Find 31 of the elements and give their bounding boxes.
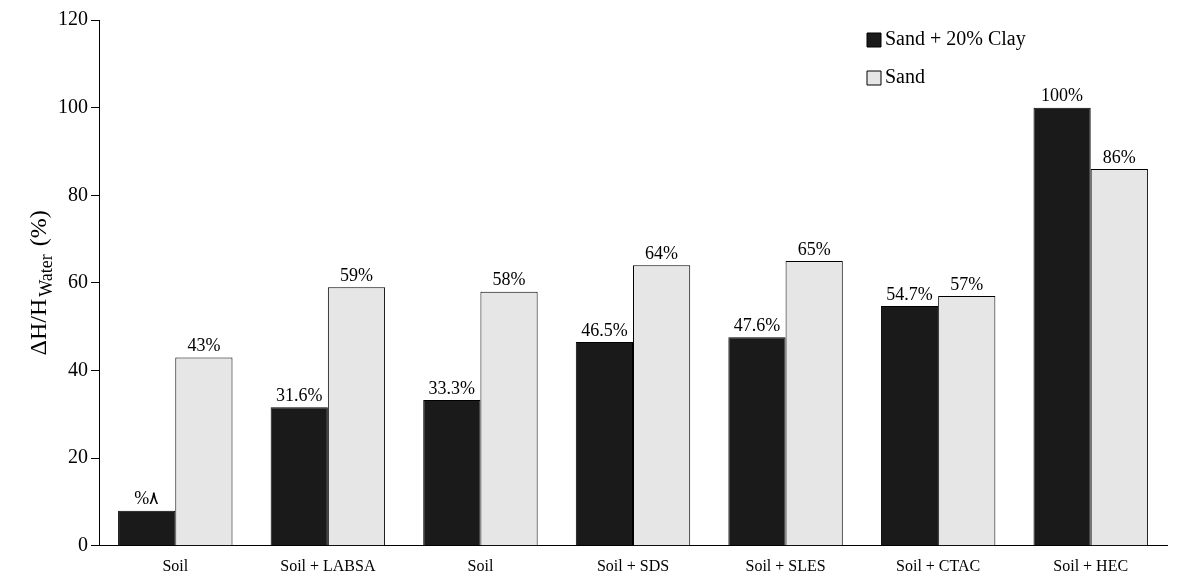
x-tick-label: Soil + SLES [745, 556, 826, 574]
x-tick-label: Soil [467, 556, 494, 574]
data-label: 65% [797, 238, 831, 259]
y-tick-label: 20 [68, 445, 88, 468]
y-tick-label: 40 [68, 357, 88, 380]
y-axis-title: ΔH/HWater (%) [25, 210, 56, 356]
x-tick-label: Soil + SDS [596, 556, 670, 574]
data-label: 86% [1102, 146, 1136, 167]
data-label: 47.6% [733, 314, 781, 335]
x-tick-label: Soil + LABSA [280, 556, 376, 574]
data-label: 59% [339, 265, 373, 286]
data-label: 31.6% [276, 385, 323, 406]
data-label: 54.7% [886, 283, 933, 304]
data-label: %۸ [134, 488, 160, 509]
data-label: 100% [1041, 85, 1084, 106]
data-label: 43% [187, 335, 221, 356]
y-tick-label: 120 [58, 7, 88, 30]
legend-label: Sand + 20% Clay [885, 27, 1026, 51]
data-label: 33.3% [428, 377, 476, 398]
data-label: 57% [950, 273, 984, 294]
x-tick-label: Soil [162, 556, 189, 574]
data-label: 58% [492, 269, 526, 290]
y-tick-label: 80 [68, 182, 88, 205]
data-label: 46.5% [581, 319, 628, 340]
y-tick-label: 100 [58, 94, 88, 117]
data-label: 64% [645, 243, 679, 264]
x-tick-label: Soil + CTAC [896, 556, 981, 574]
y-tick-label: 60 [68, 270, 88, 293]
y-tick-label: 0 [78, 533, 88, 556]
x-tick-label: Soil + HEC [1053, 556, 1129, 574]
legend-label: Sand [885, 65, 925, 88]
